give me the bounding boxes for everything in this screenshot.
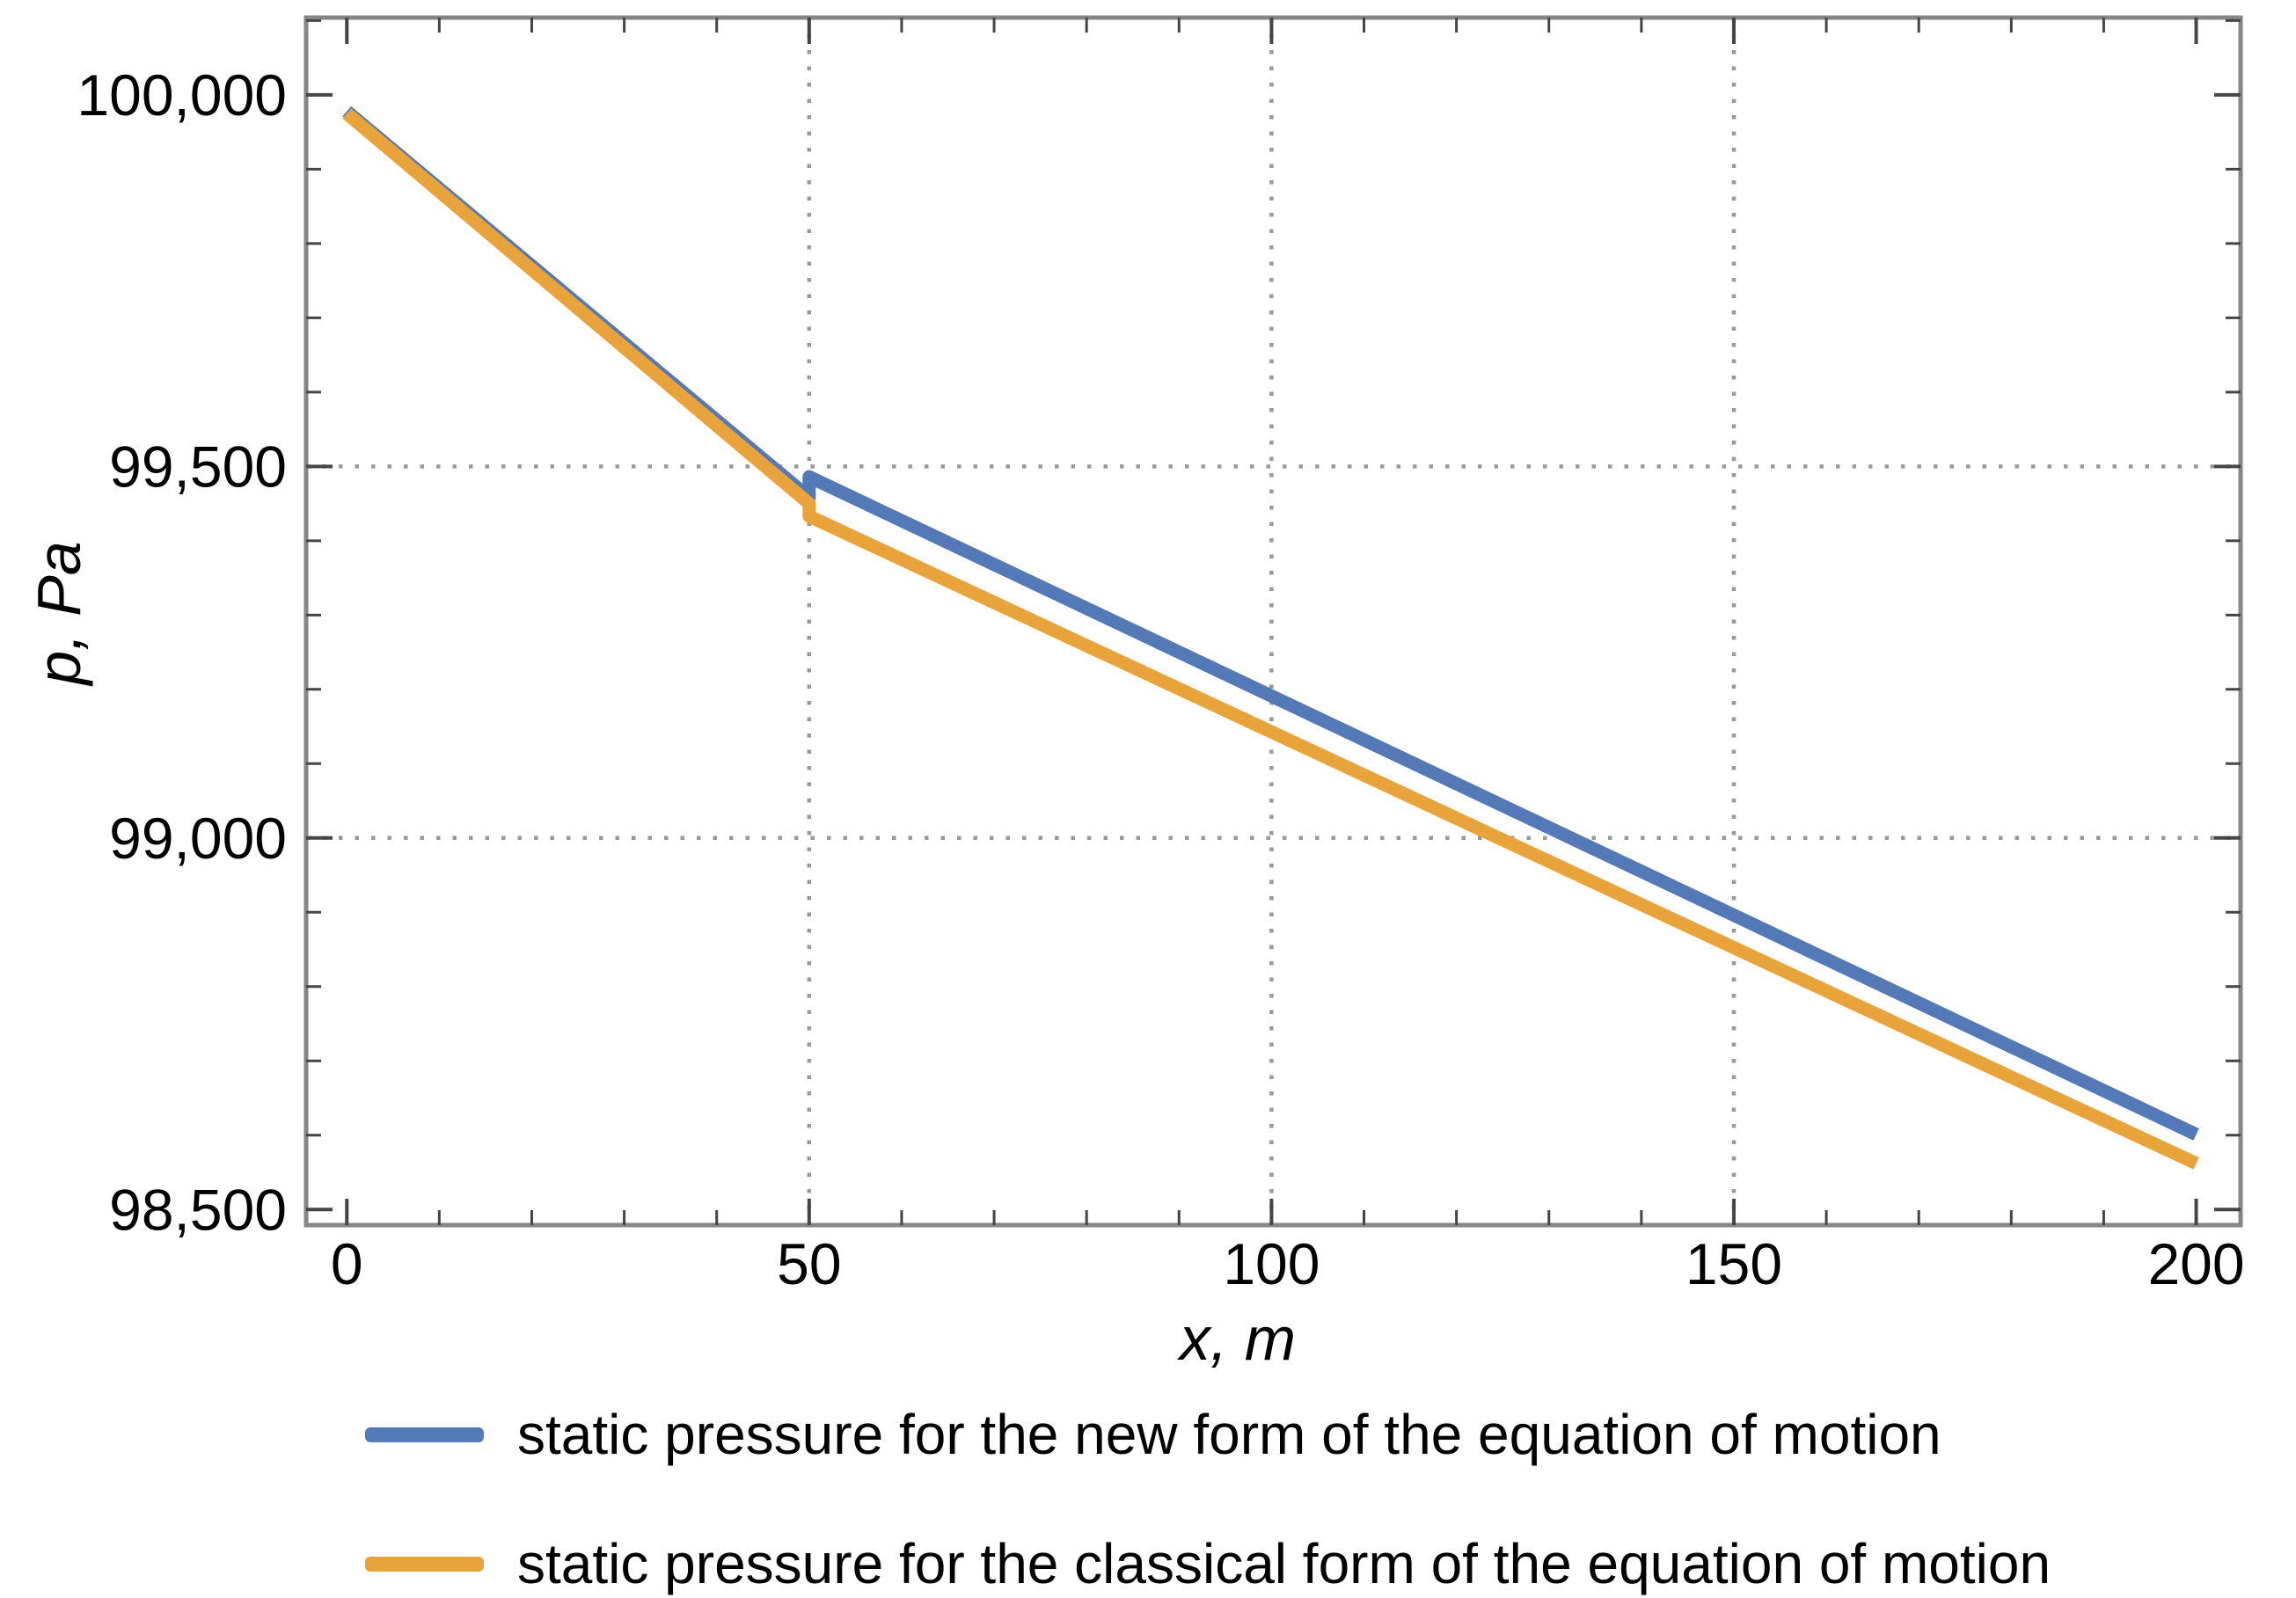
- legend-swatch-new-form-line: [365, 1427, 484, 1442]
- legend-item-classical-form: static pressure for the classical form o…: [365, 1529, 2051, 1598]
- x-tick-label: 200: [2147, 1231, 2244, 1296]
- x-axis-label: x, m: [1179, 1304, 1297, 1373]
- y-tick-label: 99,000: [109, 806, 287, 871]
- legend-label-new-form: static pressure for the new form of the …: [517, 1403, 1941, 1466]
- legend: static pressure for the new form of the …: [365, 1399, 2051, 1598]
- legend-label-classical-form: static pressure for the classical form o…: [517, 1532, 2051, 1595]
- y-axis-label: p, Pa: [25, 541, 93, 685]
- x-tick-label: 100: [1223, 1231, 1320, 1296]
- x-tick-label: 0: [331, 1231, 363, 1296]
- plot-frame: [303, 15, 2243, 1228]
- y-tick-label: 99,500: [109, 434, 287, 499]
- x-tick-label: 50: [777, 1231, 841, 1296]
- legend-item-new-form: static pressure for the new form of the …: [365, 1399, 2051, 1470]
- series-line-classical-form: [342, 108, 2199, 1170]
- y-tick-label: 98,500: [109, 1177, 287, 1242]
- y-tick-label: 100,000: [77, 62, 287, 128]
- legend-swatch-classical-form-line: [365, 1556, 484, 1572]
- x-tick-label: 150: [1685, 1231, 1782, 1296]
